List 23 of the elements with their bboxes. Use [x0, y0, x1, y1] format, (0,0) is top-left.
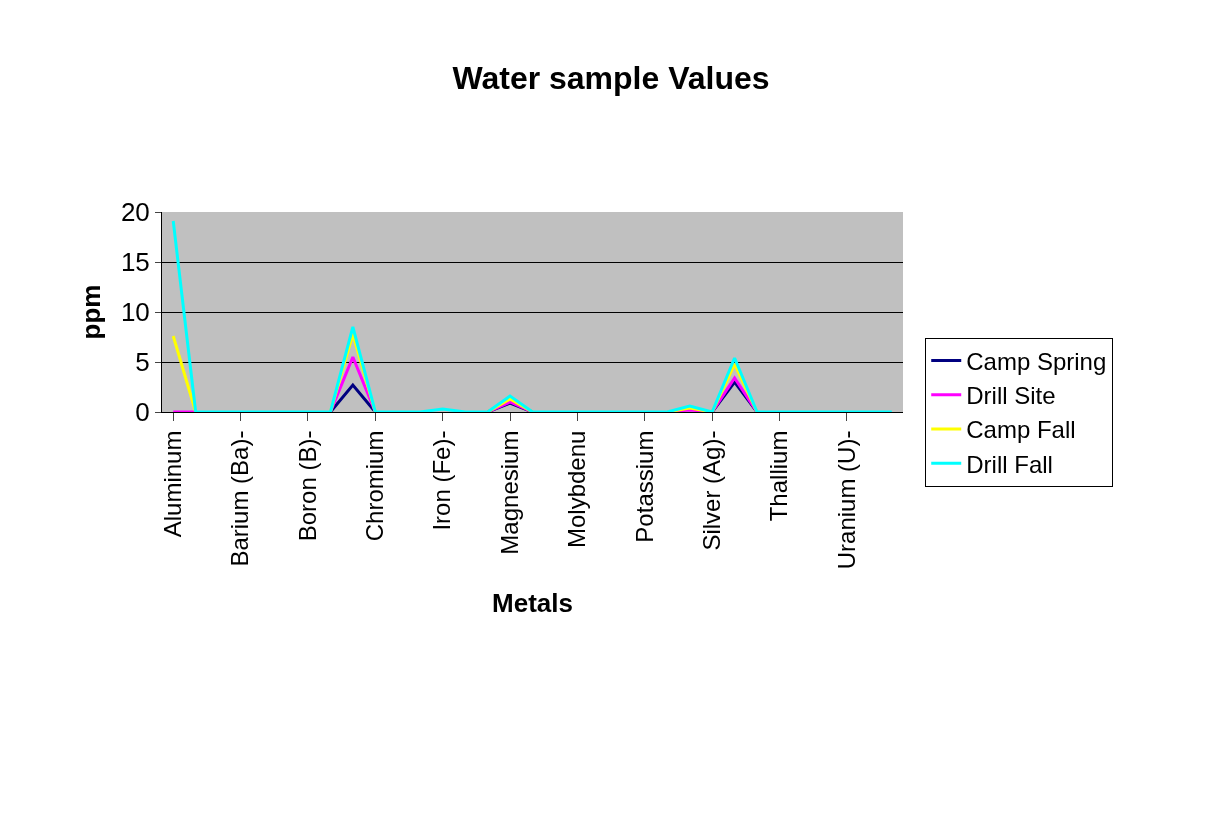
legend-label: Drill Fall [966, 450, 1053, 478]
x-axis-title: Metals [492, 587, 573, 618]
chart-title: Water sample Values [452, 60, 770, 96]
x-tick-label: Boron (B)- [293, 430, 321, 542]
x-tick-label: Uranium (U)- [832, 430, 860, 570]
x-tick-label: Iron (Fe)- [428, 430, 456, 531]
x-tick-label: Barium (Ba)- [226, 430, 254, 567]
x-tick-label: Thallium [765, 430, 793, 522]
x-tick-label: Magnesium [495, 430, 523, 555]
legend-label: Drill Site [966, 382, 1056, 410]
y-tick-label: 10 [120, 297, 150, 328]
x-tick-label: Silver (Ag)- [697, 430, 725, 551]
legend-label: Camp Fall [966, 416, 1076, 444]
x-tick-label: Chromium [361, 430, 389, 542]
x-tick-label: Molybdenu [563, 430, 591, 549]
legend-label: Camp Spring [966, 347, 1107, 375]
y-tick-label: 20 [120, 197, 150, 228]
x-tick-label: Aluminum [159, 430, 187, 538]
y-tick-label: 0 [135, 397, 150, 428]
y-axis-title: ppm [76, 284, 107, 340]
y-tick-label: 5 [135, 347, 150, 378]
y-tick-label: 15 [120, 247, 150, 278]
x-tick-label: Potassium [630, 430, 658, 543]
